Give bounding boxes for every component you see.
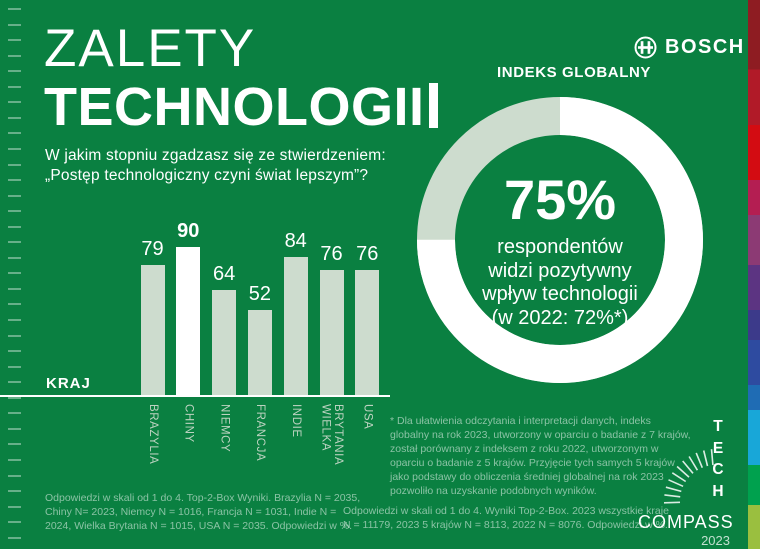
donut-value: 75% <box>503 168 617 231</box>
donut-description-line: widzi pozytywny <box>488 259 632 282</box>
ruler-tick <box>8 210 21 213</box>
country-label: USA <box>348 404 386 504</box>
question-line2: „Postęp technologiczny czyni świat lepsz… <box>45 166 369 184</box>
bar-value-label: 90 <box>177 220 200 242</box>
ruler-tick <box>8 443 21 446</box>
ruler-tick <box>8 350 21 353</box>
donut-description-line: wpływ technologii <box>482 283 638 305</box>
country-label-text: NIEMCY <box>218 404 231 453</box>
page-title: ZALETY TECHNOLOGII <box>44 19 425 137</box>
ruler-tick <box>8 39 21 42</box>
ruler-tick <box>8 458 21 461</box>
ruler-ticks <box>0 0 30 549</box>
footnote-global-index: Odpowiedzi w skali od 1 do 4. Wyniki Top… <box>343 505 669 531</box>
donut-description-line: (w 2022: 72%*) <box>491 306 629 329</box>
country-label: FRANCJA <box>241 404 279 504</box>
donut-description: respondentów widzi pozytywny wpływ technol… <box>440 236 680 330</box>
tech-letter: H <box>712 482 724 500</box>
ruler-tick <box>8 521 21 524</box>
country-label: NIEMCY <box>205 404 243 504</box>
ruler-tick <box>8 179 21 182</box>
ruler-tick <box>8 412 21 415</box>
ruler-tick <box>8 365 21 368</box>
bar-indie <box>283 257 308 396</box>
donut-center-text: 75% respondentów widzi pozytywny wpływ tec… <box>440 171 680 330</box>
ruler-tick <box>8 225 21 228</box>
bar-value-label: 52 <box>248 283 272 305</box>
ruler-tick <box>8 334 21 337</box>
ruler-tick <box>8 194 21 197</box>
ruler-tick <box>8 101 21 104</box>
country-label-text: USA <box>361 404 374 430</box>
tech-letter: C <box>712 461 724 478</box>
ruler-tick <box>8 241 21 244</box>
country-label: BRAZYLIA <box>134 404 172 504</box>
question-line1: W jakim stopniu zgadzasz się ze stwierdz… <box>45 147 386 164</box>
ruler-tick <box>8 381 21 384</box>
country-label: WIELKA BRYTANIA <box>313 404 351 504</box>
tech-letter: E <box>712 439 724 457</box>
deco-bar <box>429 83 438 128</box>
bar-brazylia <box>140 265 165 396</box>
tech-letter: T <box>713 418 723 435</box>
bosch-armature-icon <box>634 36 657 59</box>
footnote-bar-chart: Odpowiedzi w skali od 1 do 4. Top-2-Box … <box>45 492 361 532</box>
ruler-tick <box>8 54 21 57</box>
bar-value-label: 76 <box>356 243 379 265</box>
country-label-text: INDIE <box>289 404 302 438</box>
footnote-asterisk: * Dla ułatwienia odczytania i interpreta… <box>390 415 691 497</box>
compass-text: COMPASS <box>638 512 734 532</box>
ruler-tick <box>8 490 21 493</box>
ruler-tick <box>8 23 21 26</box>
country-label-text: WIELKA BRYTANIA <box>319 404 345 466</box>
country-label: CHINY <box>169 404 207 504</box>
ruler-tick <box>8 85 21 88</box>
ruler-tick <box>8 474 21 477</box>
ruler-tick <box>8 319 21 321</box>
ruler-tick <box>8 70 21 73</box>
bar-value-label: 76 <box>320 243 343 265</box>
global-index-title: INDEKS GLOBALNY <box>497 64 652 81</box>
survey-question: W jakim stopniu zgadzasz się ze stwierdz… <box>45 146 386 185</box>
donut-chart <box>417 97 703 383</box>
x-axis-line <box>0 395 390 397</box>
country-label-text: CHINY <box>182 404 195 443</box>
bar-chiny <box>176 247 201 396</box>
ruler-tick <box>8 505 21 508</box>
country-label-text: BRAZYLIA <box>146 404 159 465</box>
ruler-tick <box>8 427 21 430</box>
ruler-tick <box>8 272 21 275</box>
title-line1: ZALETY <box>44 19 257 78</box>
bosch-logo: BOSCH <box>634 36 745 59</box>
bar-francja <box>247 310 272 396</box>
ruler-tick <box>8 116 21 119</box>
ruler-tick <box>8 536 21 539</box>
ruler-tick <box>8 287 21 290</box>
bosch-logo-text: BOSCH <box>665 36 745 58</box>
country-label-text: FRANCJA <box>254 404 267 462</box>
compass-year: 2023 <box>701 533 730 548</box>
bar-niemcy <box>212 290 237 396</box>
bar-usa <box>355 270 380 396</box>
country-label: INDIE <box>277 404 315 504</box>
bar-value-label: 79 <box>141 238 164 260</box>
color-stripe <box>748 0 760 549</box>
ruler-tick <box>8 163 21 166</box>
ruler-tick <box>8 396 21 399</box>
bar-value-label: 64 <box>212 263 236 285</box>
donut-description-line: respondentów <box>497 236 623 258</box>
ruler-tick <box>8 132 21 135</box>
x-axis-label: KRAJ <box>46 375 91 392</box>
ruler-tick <box>8 8 21 10</box>
bar-wielka-brytania <box>319 270 344 396</box>
ruler-tick <box>8 303 21 306</box>
compass-dial-icon <box>663 449 714 504</box>
ruler-tick <box>8 256 21 259</box>
bar-value-label: 84 <box>284 230 307 252</box>
title-line2: TECHNOLOGII <box>44 77 425 137</box>
ruler-tick <box>8 147 21 150</box>
